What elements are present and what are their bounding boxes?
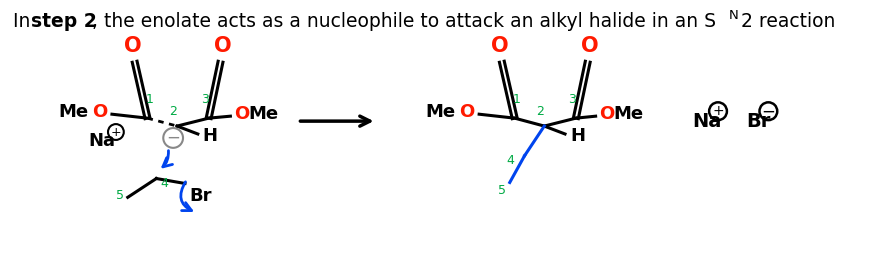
Text: In: In [13,12,36,31]
Text: 2: 2 [536,105,544,118]
FancyArrowPatch shape [163,151,173,167]
Text: −: − [761,102,775,120]
Text: −: − [167,129,180,147]
Text: +: + [712,104,724,118]
Text: 5: 5 [116,189,124,202]
Text: Br: Br [189,188,212,205]
Text: O: O [460,103,475,121]
Text: Me: Me [425,103,455,121]
Text: O: O [124,36,142,56]
Text: O: O [600,105,615,123]
Text: Na: Na [89,132,115,150]
Text: 2: 2 [169,105,177,118]
Text: step 2: step 2 [31,12,97,31]
Text: 4: 4 [507,154,515,167]
Text: 3: 3 [201,93,209,106]
Text: Me: Me [58,103,89,121]
Text: 1: 1 [145,93,153,106]
Text: 2 reaction: 2 reaction [741,12,835,31]
Text: 1: 1 [513,93,521,106]
Text: 5: 5 [498,184,506,197]
Text: O: O [234,105,250,123]
Text: 4: 4 [160,177,168,190]
FancyArrowPatch shape [181,182,191,211]
Text: O: O [581,36,599,56]
Text: H: H [570,127,585,145]
Text: Me: Me [613,105,643,123]
Text: O: O [491,36,509,56]
Text: H: H [203,127,218,145]
Text: Br: Br [747,112,771,131]
Text: Me: Me [248,105,278,123]
Text: O: O [92,103,107,121]
Text: O: O [214,36,231,56]
Text: 3: 3 [568,93,576,106]
Text: Na: Na [692,112,722,131]
Text: +: + [111,126,121,139]
Text: N: N [729,9,739,22]
Text: , the enolate acts as a nucleophile to attack an alkyl halide in an S: , the enolate acts as a nucleophile to a… [92,12,716,31]
